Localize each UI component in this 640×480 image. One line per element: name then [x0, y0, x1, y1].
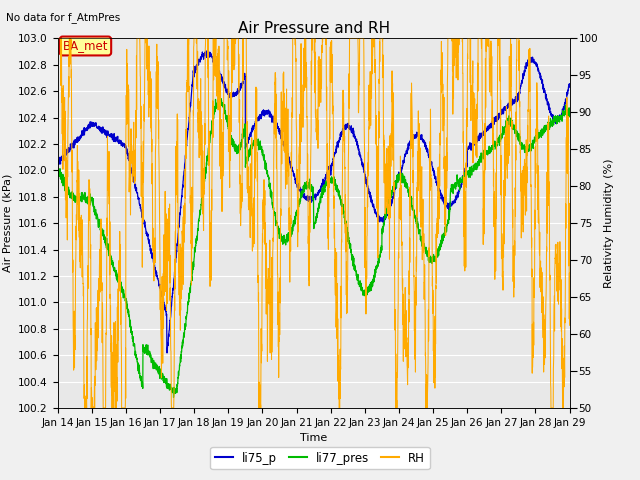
Text: No data for f_AtmPres: No data for f_AtmPres: [6, 12, 121, 23]
li77_pres: [566, 112, 573, 118]
Line: li75_p: li75_p: [58, 51, 570, 353]
RH: [501, 193, 509, 199]
li77_pres: [556, 115, 564, 121]
li75_p: [54, 162, 61, 168]
li75_p: [163, 350, 171, 356]
li75_p: [143, 230, 150, 236]
li77_pres: [170, 395, 177, 400]
Line: RH: RH: [58, 38, 570, 408]
li75_p: [112, 136, 120, 142]
RH: [556, 239, 564, 245]
li75_p: [556, 112, 564, 118]
li77_pres: [54, 165, 61, 170]
li77_pres: [273, 220, 280, 226]
li77_pres: [250, 139, 258, 144]
li77_pres: [112, 273, 120, 279]
RH: [566, 323, 573, 328]
Line: li77_pres: li77_pres: [58, 97, 570, 397]
Y-axis label: Air Pressure (kPa): Air Pressure (kPa): [3, 174, 13, 272]
X-axis label: Time: Time: [300, 433, 327, 443]
RH: [250, 204, 258, 210]
li75_p: [203, 48, 211, 54]
RH: [143, 64, 150, 70]
li75_p: [566, 81, 573, 87]
Text: BA_met: BA_met: [63, 39, 108, 52]
Legend: li75_p, li77_pres, RH: li75_p, li77_pres, RH: [210, 447, 430, 469]
li77_pres: [216, 95, 223, 100]
RH: [54, 53, 61, 59]
li77_pres: [501, 124, 509, 130]
RH: [273, 166, 280, 171]
Y-axis label: Relativity Humidity (%): Relativity Humidity (%): [604, 158, 614, 288]
li75_p: [250, 123, 258, 129]
Title: Air Pressure and RH: Air Pressure and RH: [237, 21, 390, 36]
li77_pres: [143, 342, 150, 348]
RH: [113, 366, 120, 372]
li75_p: [501, 106, 509, 111]
RH: [81, 405, 88, 411]
li75_p: [273, 120, 280, 126]
RH: [54, 36, 61, 41]
